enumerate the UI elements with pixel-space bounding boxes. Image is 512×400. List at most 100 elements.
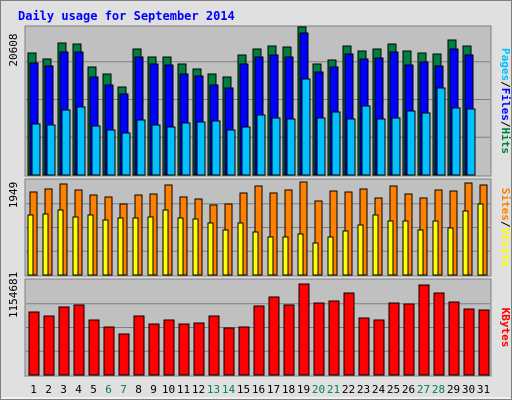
bar-kbytes xyxy=(58,306,70,376)
bar-kbytes xyxy=(103,326,115,376)
bar-kbytes xyxy=(253,305,265,376)
bar-pages xyxy=(61,109,71,176)
bar-visits xyxy=(207,222,214,276)
series-axis-label: Sites/Visits xyxy=(499,188,512,268)
x-tick-label: 26 xyxy=(402,383,415,396)
bar-pages xyxy=(421,112,431,176)
x-tick-label: 31 xyxy=(477,383,490,396)
bar-pages xyxy=(271,117,281,176)
axis-label-part: Pages xyxy=(499,48,512,81)
x-tick-label: 2 xyxy=(45,383,52,396)
bar-pages xyxy=(76,106,86,176)
bar-kbytes xyxy=(163,319,175,376)
bar-kbytes xyxy=(268,296,280,376)
axis-label-part: KBytes xyxy=(499,308,512,348)
x-tick-label: 9 xyxy=(150,383,157,396)
bar-kbytes xyxy=(313,302,325,376)
x-tick-label: 3 xyxy=(60,383,67,396)
x-tick-label: 21 xyxy=(327,383,340,396)
x-tick-label: 23 xyxy=(357,383,370,396)
x-tick-label: 13 xyxy=(207,383,220,396)
x-tick-label: 11 xyxy=(177,383,190,396)
bar-kbytes xyxy=(133,315,145,376)
bar-kbytes xyxy=(463,308,475,376)
bar-visits xyxy=(477,203,484,276)
x-tick-label: 8 xyxy=(135,383,142,396)
bar-pages xyxy=(316,117,326,176)
bar-visits xyxy=(252,231,259,276)
x-tick-label: 20 xyxy=(312,383,325,396)
bar-kbytes xyxy=(28,311,40,376)
series-axis-label: Pages/Files/Hits xyxy=(499,48,512,154)
bar-pages xyxy=(256,114,266,176)
x-tick-label: 28 xyxy=(432,383,445,396)
bar-visits xyxy=(117,217,124,276)
bar-visits xyxy=(357,224,364,276)
bar-pages xyxy=(301,78,311,176)
bar-pages xyxy=(436,87,446,176)
x-tick-label: 14 xyxy=(222,383,236,396)
bar-visits xyxy=(192,218,199,276)
bar-kbytes xyxy=(178,323,190,376)
axis-label-part: / xyxy=(499,81,512,88)
axis-label-part: Files xyxy=(499,88,512,121)
bar-pages xyxy=(121,132,131,176)
x-tick-label: 30 xyxy=(462,383,475,396)
bar-pages xyxy=(451,107,461,176)
bar-pages xyxy=(286,118,296,176)
bar-pages xyxy=(106,129,116,176)
bar-pages xyxy=(136,119,146,176)
x-tick-label: 12 xyxy=(192,383,205,396)
y-max-label: 20608 xyxy=(7,33,20,66)
bar-visits xyxy=(102,219,109,276)
bar-visits xyxy=(417,229,424,276)
bar-visits xyxy=(72,216,79,276)
bar-visits xyxy=(342,230,349,276)
bar-visits xyxy=(162,209,169,276)
bar-kbytes xyxy=(448,301,460,376)
bars xyxy=(27,26,490,376)
bar-kbytes xyxy=(388,302,400,376)
bar-visits xyxy=(237,222,244,276)
bar-kbytes xyxy=(118,333,130,376)
chart-title: Daily usage for September 2014 xyxy=(18,9,235,23)
bar-kbytes xyxy=(328,300,340,376)
y-max-label: 1949 xyxy=(7,182,20,209)
x-tick-label: 15 xyxy=(237,383,250,396)
bar-kbytes xyxy=(193,322,205,376)
bar-visits xyxy=(267,236,274,276)
axis-label-part: / xyxy=(499,221,512,228)
bar-kbytes xyxy=(238,326,250,376)
bar-visits xyxy=(87,214,94,276)
x-tick-label: 19 xyxy=(297,383,310,396)
bar-visits xyxy=(327,236,334,276)
x-tick-label: 24 xyxy=(372,383,386,396)
bar-pages xyxy=(346,118,356,176)
bar-visits xyxy=(42,213,49,276)
bar-kbytes xyxy=(403,303,415,376)
axis-label-part: / xyxy=(499,121,512,128)
bar-kbytes xyxy=(223,327,235,376)
bar-visits xyxy=(27,214,34,276)
bar-visits xyxy=(297,233,304,276)
bar-visits xyxy=(432,220,439,276)
bar-pages xyxy=(376,118,386,176)
bar-pages xyxy=(391,117,401,176)
bar-visits xyxy=(147,216,154,276)
bar-pages xyxy=(226,129,236,176)
bar-kbytes xyxy=(478,309,490,376)
bar-kbytes xyxy=(208,315,220,376)
bar-pages xyxy=(361,105,371,176)
x-tick-label: 7 xyxy=(120,383,127,396)
x-tick-label: 16 xyxy=(252,383,265,396)
x-tick-label: 4 xyxy=(75,383,82,396)
bar-visits xyxy=(402,220,409,276)
x-tick-label: 25 xyxy=(387,383,400,396)
bar-visits xyxy=(177,217,184,276)
bar-pages xyxy=(151,124,161,176)
x-tick-label: 29 xyxy=(447,383,460,396)
series-axis-label: KBytes xyxy=(499,308,512,348)
bar-kbytes xyxy=(283,304,295,376)
